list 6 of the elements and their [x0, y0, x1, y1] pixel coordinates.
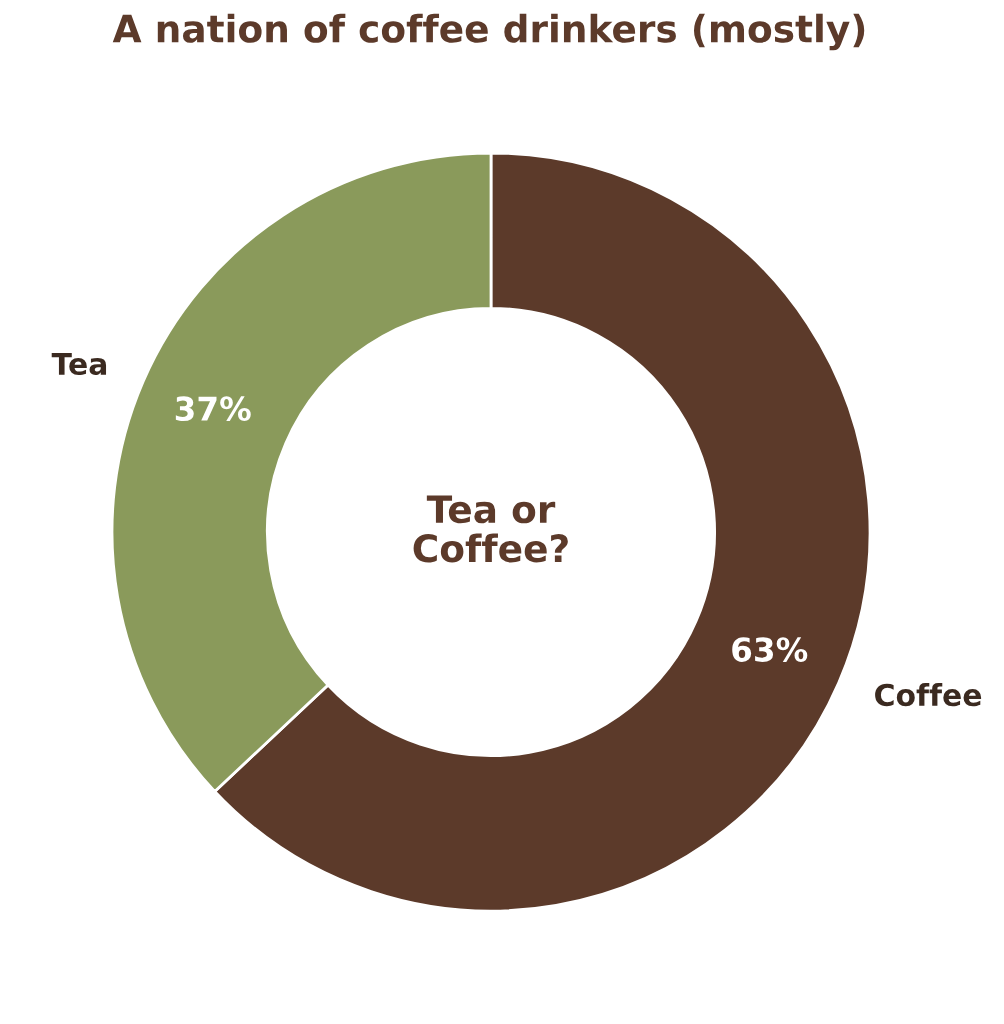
- chart-title: A nation of coffee drinkers (mostly): [112, 13, 865, 51]
- data-label: 63%: [732, 637, 808, 662]
- text: Tea or Coffee?: [413, 495, 568, 563]
- data-label: 37%: [175, 396, 251, 422]
- slice-label: Tea: [51, 352, 107, 376]
- slice-label: Coffee: [875, 683, 982, 707]
